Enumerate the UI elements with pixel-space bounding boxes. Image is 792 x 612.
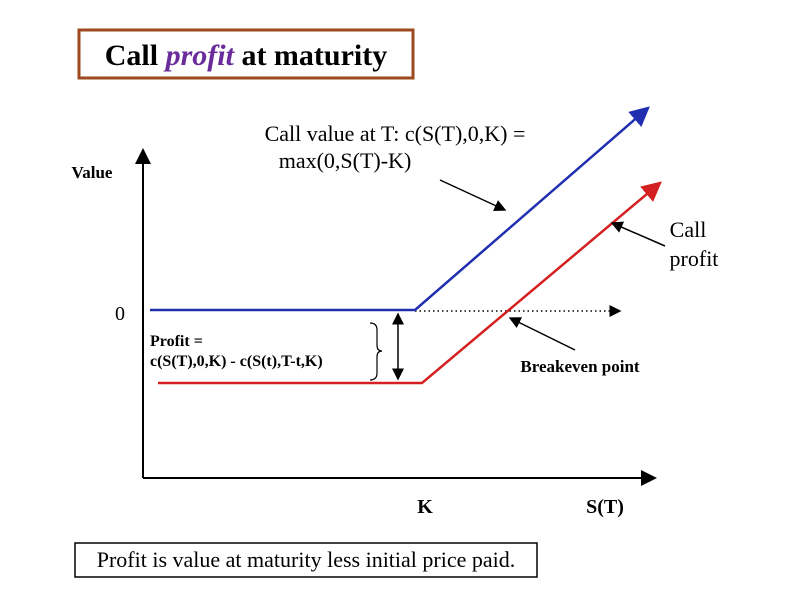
annotation: Profit =: [150, 333, 203, 350]
zero-label: 0: [115, 303, 125, 325]
call-value-line: [150, 106, 650, 312]
title-part: profit: [163, 39, 236, 72]
title-part: Call: [105, 39, 158, 72]
title: Call profit at maturity: [105, 39, 387, 72]
title-box: [77, 28, 415, 80]
annotation: Call value at T: c(S(T),0,K) =: [265, 121, 526, 146]
title-part: at maturity: [241, 39, 387, 72]
annotation: Call: [670, 217, 707, 242]
annotation: c(S(T),0,K) - c(S(t),T-t,K): [150, 353, 323, 370]
x-axis-label: S(T): [586, 496, 624, 518]
brace: [369, 322, 383, 381]
pointer-arrow: [610, 221, 666, 247]
y-axis-label: Value: [72, 163, 113, 182]
annotation: profit: [670, 246, 719, 271]
footer: Profit is value at maturity less initial…: [97, 547, 516, 572]
footer-box: [74, 542, 538, 578]
pointer-arrow: [439, 179, 507, 212]
k-label: K: [417, 496, 433, 518]
annotation: max(0,S(T)-K): [279, 148, 412, 173]
call-profit-line: [158, 181, 662, 385]
pointer-arrow: [508, 317, 576, 351]
annotation: Breakeven point: [520, 357, 640, 376]
